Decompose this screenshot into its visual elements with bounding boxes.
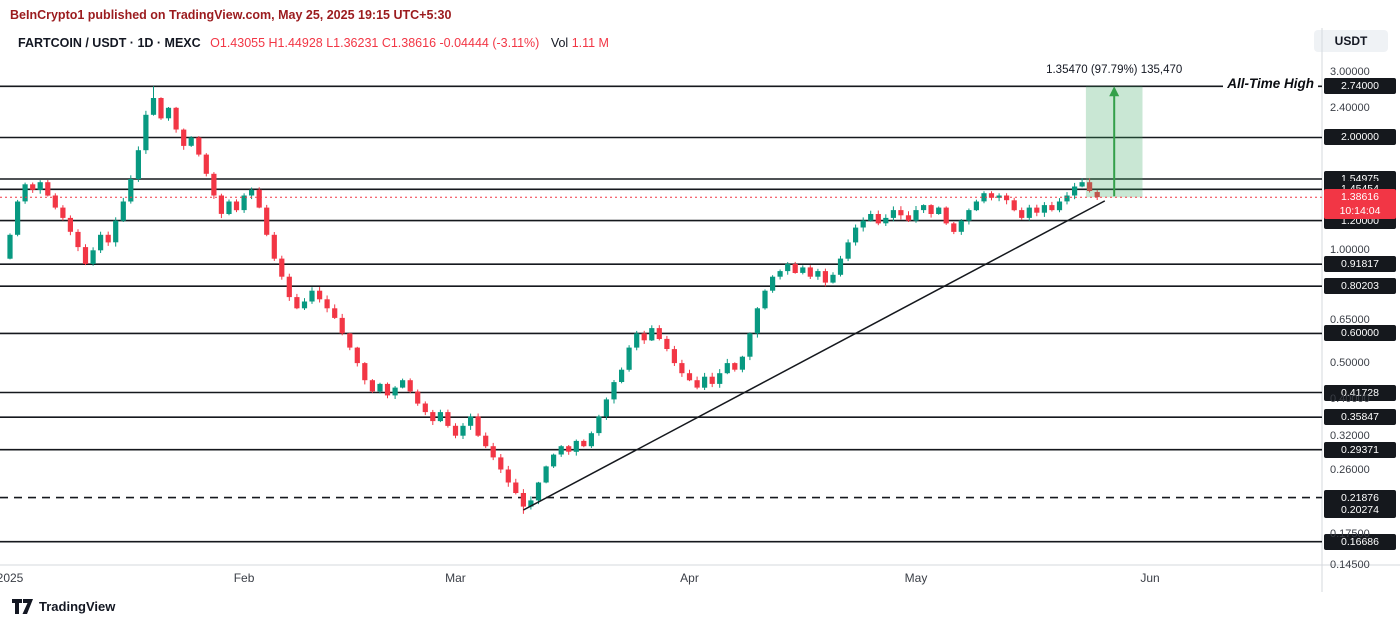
price-axis-tick: 3.00000 [1330, 65, 1370, 78]
all-time-high-annotation[interactable]: All-Time High [1223, 76, 1318, 92]
candles [7, 86, 1100, 514]
volume-label: Vol [550, 36, 569, 50]
price-axis-tick: 0.32000 [1330, 429, 1370, 442]
symbol-title[interactable]: FARTCOIN / USDT · 1D · MEXC [18, 36, 201, 50]
time-axis-label: 2025 [0, 571, 24, 585]
price-level-badge: 0.20274 [1324, 501, 1396, 518]
ohlc-readout: O1.43055 H1.44928 L1.36231 C1.38616 -0.0… [210, 36, 540, 50]
price-axis-tick: 2.40000 [1330, 101, 1370, 114]
current-price-value: 1.38616 [1341, 191, 1379, 204]
time-axis-label: May [904, 571, 928, 585]
bar-countdown: 10:14:04 [1339, 205, 1381, 218]
tradingview-brand-text: TradingView [39, 599, 116, 614]
time-axis-label: Jun [1140, 571, 1160, 585]
tradingview-logo-icon [12, 599, 33, 614]
support-resistance-lines [0, 85, 1322, 543]
trendline [523, 200, 1106, 511]
currency-toggle-button[interactable]: USDT [1314, 30, 1388, 52]
price-level-badge: 0.29371 [1324, 441, 1396, 458]
price-level-badge: 0.60000 [1324, 325, 1396, 342]
price-level-badge: 0.35847 [1324, 409, 1396, 426]
price-level-badge: 2.00000 [1324, 129, 1396, 146]
price-axis-tick: 0.26000 [1330, 463, 1370, 476]
price-level-badge: 0.41728 [1324, 384, 1396, 401]
time-axis-label: Apr [680, 571, 699, 585]
chart-legend: FARTCOIN / USDT · 1D · MEXC O1.43055 H1.… [18, 36, 609, 50]
price-level-badge: 0.80203 [1324, 278, 1396, 295]
price-axis-tick: 0.40000 [1330, 393, 1370, 406]
time-axis-label: Mar [445, 571, 466, 585]
current-price-badge: 1.38616 10:14:04 [1324, 189, 1396, 220]
price-axis-tick: 0.65000 [1330, 314, 1370, 327]
price-axis-tick: 0.14500 [1330, 558, 1370, 571]
time-axis-label: Feb [233, 571, 255, 585]
price-level-badge: 0.91817 [1324, 256, 1396, 273]
price-axis-tick: 0.50000 [1330, 357, 1370, 370]
price-level-badge: 0.16686 [1324, 533, 1396, 550]
projection-measurement-label[interactable]: 1.35470 (97.79%) 135,470 [1046, 64, 1183, 77]
projection-arrow-head [1109, 86, 1120, 97]
price-level-badge: 0.21876 [1324, 489, 1396, 506]
publish-attribution: BeInCrypto1 published on TradingView.com… [10, 8, 452, 22]
price-level-badge: 2.74000 [1324, 78, 1396, 95]
price-axis-tick: 1.00000 [1330, 244, 1370, 257]
volume-value: 1.11 M [571, 36, 609, 50]
price-axis-tick: 0.17500 [1330, 527, 1370, 540]
tradingview-attribution[interactable]: TradingView [12, 599, 115, 614]
